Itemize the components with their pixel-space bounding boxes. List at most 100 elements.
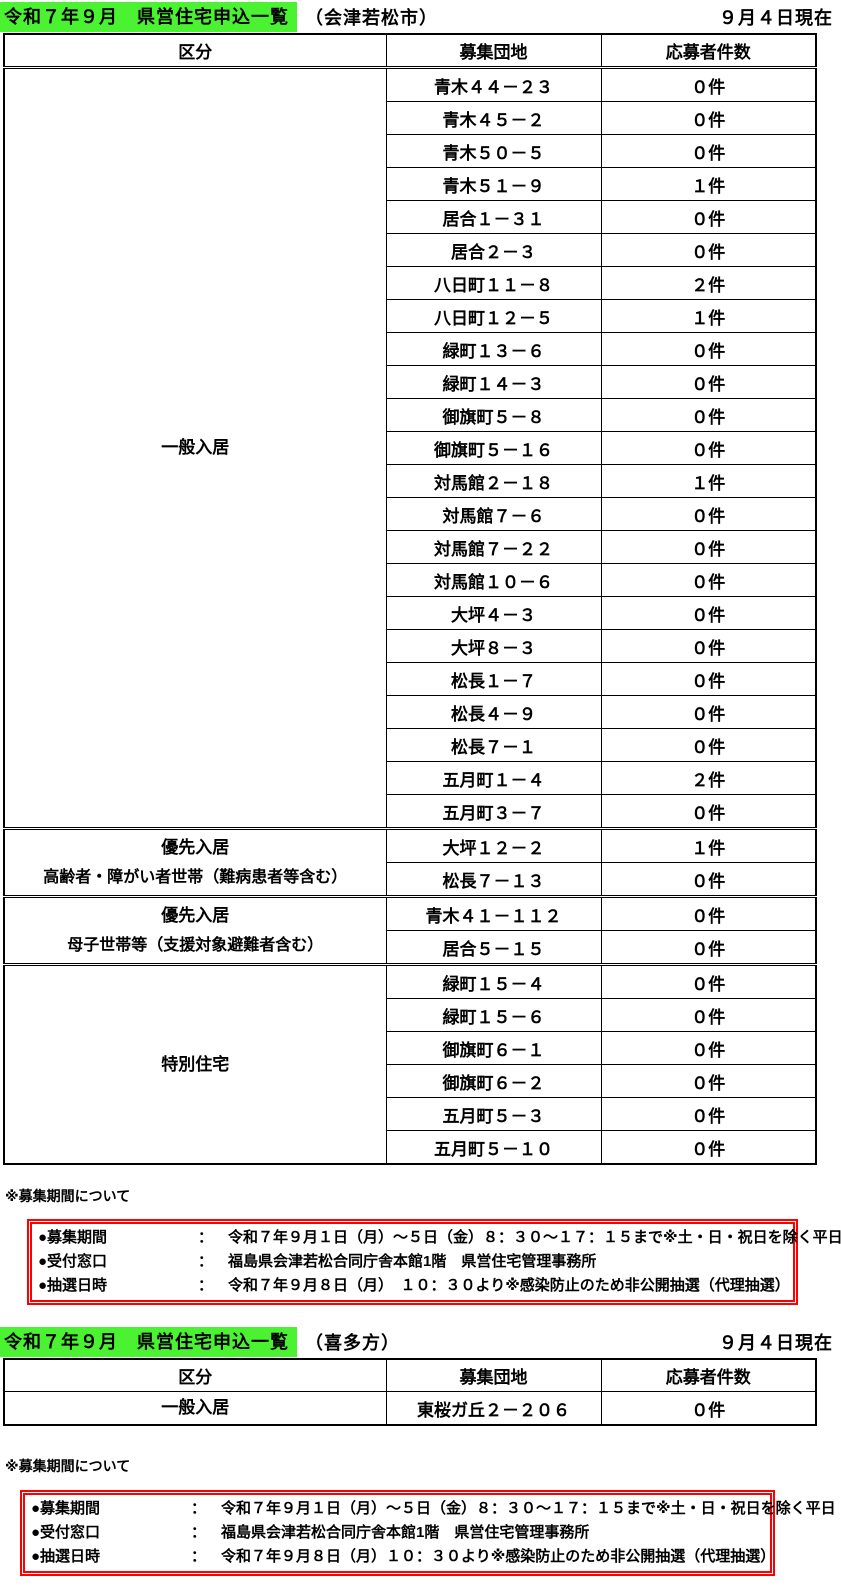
- table-row: 御旗町５－１６ ０件: [4, 431, 817, 465]
- danchi-cell: 青木５０－５: [385, 134, 602, 168]
- report-title-region: （喜多方）: [305, 1333, 400, 1353]
- count-cell: １件: [600, 827, 817, 863]
- category-line: 一般入居: [161, 438, 230, 457]
- table-row: 対馬館７－６ ０件: [4, 497, 817, 531]
- count-cell: ０件: [600, 365, 817, 399]
- note-text: 令和７年９月１日（月）～５日（金）８：３０～１７：１５まで※土・日・祝日を除く平…: [221, 1500, 836, 1517]
- table-row: 優先入居 母子世帯等（支援対象避難者含む） 青木４１－１１２ ０件: [3, 895, 817, 965]
- count-cell: ０件: [600, 134, 817, 168]
- note-label: ●受付窓口: [31, 1524, 101, 1541]
- note-row: ●募集期間 ： 令和７年９月１日（月）～５日（金）８：３０～１７：１５まで※土・日・…: [38, 1226, 841, 1250]
- column-header: 応募者件数: [600, 1358, 817, 1392]
- note-text: 令和７年９月８日（月） １０：３０より※感染防止のため非公開抽選（代理抽選）: [228, 1277, 790, 1294]
- table-row: 緑町１３－６ ０件: [4, 332, 817, 366]
- note-colon: ：: [198, 1229, 214, 1246]
- count-cell: ０件: [600, 101, 817, 135]
- count-cell: １件: [600, 299, 817, 333]
- danchi-cell: 居合１－３１: [385, 200, 602, 234]
- danchi-cell: 青木５１－９: [385, 167, 602, 201]
- note-colon: ：: [198, 1277, 214, 1294]
- count-cell: ０件: [600, 398, 817, 432]
- danchi-cell: 大坪１２－２: [385, 827, 602, 863]
- housing-report-kitakata: 令和７年９月 県営住宅申込一覧 （喜多方） ９月４日現在 区分 募集団地 応募者件数 一般入…: [0, 1327, 841, 1576]
- count-cell: ０件: [600, 930, 817, 965]
- table-row: 五月町５－３ ０件: [4, 1097, 817, 1131]
- note-label: ●受付窓口: [38, 1253, 108, 1270]
- category-cell: 優先入居 母子世帯等（支援対象避難者含む）: [3, 895, 387, 965]
- table-row: 青木４５－２ ０件: [4, 101, 817, 135]
- danchi-cell: 緑町１５－６: [385, 998, 602, 1032]
- count-cell: ０件: [600, 728, 817, 762]
- note-colon: ：: [191, 1548, 207, 1565]
- category-line: 優先入居: [161, 837, 230, 857]
- table-row: 五月町１－４ ２件: [4, 761, 817, 795]
- note-row: ●抽選日時 ： 令和７年９月８日（月）１０：３０より※感染防止のため非公開抽選（代理…: [31, 1545, 775, 1569]
- table-row: 松長４－９ ０件: [4, 695, 817, 729]
- column-header: 募集団地: [385, 1358, 602, 1392]
- count-cell: ０件: [600, 596, 817, 630]
- note-colon: ：: [198, 1253, 214, 1270]
- danchi-cell: 五月町５－３: [385, 1097, 602, 1131]
- table-row: 青木５０－５ ０件: [4, 134, 817, 168]
- report-title-highlight: 令和７年９月 県営住宅申込一覧: [0, 1327, 297, 1357]
- category-cell: 特別住宅: [3, 963, 387, 1165]
- count-cell: ０件: [600, 998, 817, 1032]
- danchi-cell: 青木４１－１１２: [385, 895, 602, 931]
- table-row: 対馬館２－１８ １件: [4, 464, 817, 498]
- table-header-row: 区分 募集団地 応募者件数: [3, 33, 817, 69]
- table-row: 対馬館７－２２ ０件: [4, 530, 817, 564]
- danchi-cell: 松長７－１３: [385, 862, 602, 897]
- table-row: 大坪４－３ ０件: [4, 596, 817, 630]
- danchi-cell: 東桜ガ丘２－２０６: [385, 1391, 602, 1426]
- count-cell: ０件: [600, 1391, 817, 1426]
- housing-table: 区分 募集団地 応募者件数 一般入居 東桜ガ丘２－２０６ ０件: [3, 1358, 817, 1426]
- table-row: 一般入居 東桜ガ丘２－２０６ ０件: [3, 1391, 817, 1426]
- danchi-cell: 青木４４－２３: [385, 67, 602, 102]
- count-cell: ２件: [600, 761, 817, 795]
- danchi-cell: 御旗町５－８: [385, 398, 602, 432]
- count-cell: ０件: [600, 431, 817, 465]
- note-text: 令和７年９月８日（月）１０：３０より※感染防止のため非公開抽選（代理抽選）: [221, 1548, 776, 1565]
- table-body: 一般入居 東桜ガ丘２－２０６ ０件: [3, 1391, 817, 1426]
- count-cell: １件: [600, 167, 817, 201]
- danchi-cell: 松長４－９: [385, 695, 602, 729]
- table-row: 優先入居 高齢者・障がい者世帯（難病患者等含む） 大坪１２－２ １件: [3, 827, 817, 897]
- column-header: 募集団地: [385, 33, 602, 69]
- count-cell: ０件: [600, 1130, 817, 1165]
- table-row: 居合２－３ ０件: [4, 233, 817, 267]
- danchi-cell: 居合２－３: [385, 233, 602, 267]
- report-title-row: 令和７年９月 県営住宅申込一覧 （喜多方） ９月４日現在: [0, 1327, 841, 1357]
- table-row: 緑町１５－６ ０件: [4, 998, 817, 1032]
- danchi-cell: 御旗町６－１: [385, 1031, 602, 1065]
- danchi-cell: 緑町１４－３: [385, 365, 602, 399]
- category-cell: 一般入居: [3, 1391, 387, 1426]
- table-row: 五月町５－１０ ０件: [4, 1130, 817, 1165]
- table-row: 御旗町６－１ ０件: [4, 1031, 817, 1065]
- danchi-cell: 対馬館７－２２: [385, 530, 602, 564]
- category-cell: 一般入居: [3, 67, 387, 829]
- report-date: ９月４日現在: [719, 8, 833, 28]
- note-label: ●募集期間: [38, 1229, 108, 1246]
- housing-table: 区分 募集団地 応募者件数 一般入居 青木４４－２３ ０件 青木４５－２ ０件 青木５０－５ ０件…: [3, 33, 817, 1165]
- note-label: ●抽選日時: [38, 1277, 108, 1294]
- count-cell: ０件: [600, 1097, 817, 1131]
- danchi-cell: 御旗町５－１６: [385, 431, 602, 465]
- table-row: 一般入居 青木４４－２３ ０件: [3, 67, 817, 829]
- notes-box: ●募集期間 ： 令和７年９月１日（月）～５日（金）８：３０～１７：１５まで※土・日・…: [20, 1490, 836, 1576]
- note-text: 福島県会津若松合同庁舎本館1階 県営住宅管理事務所: [228, 1253, 597, 1270]
- count-cell: ０件: [600, 67, 817, 102]
- count-cell: ０件: [600, 332, 817, 366]
- note-colon: ：: [191, 1524, 207, 1541]
- table-row: 御旗町６－２ ０件: [4, 1064, 817, 1098]
- note-row: ●抽選日時 ： 令和７年９月８日（月） １０：３０より※感染防止のため非公開抽選（代…: [38, 1274, 793, 1298]
- danchi-cell: 五月町３－７: [385, 794, 602, 829]
- count-cell: １件: [600, 464, 817, 498]
- notes-heading: ※募集期間について: [5, 1188, 131, 1204]
- danchi-cell: 松長１－７: [385, 662, 602, 696]
- table-row: 松長７－１ ０件: [4, 728, 817, 762]
- danchi-cell: 居合５－１５: [385, 930, 602, 965]
- count-cell: ０件: [600, 530, 817, 564]
- note-label: ●募集期間: [31, 1500, 101, 1517]
- danchi-cell: 五月町１－４: [385, 761, 602, 795]
- table-row: 居合１－３１ ０件: [4, 200, 817, 234]
